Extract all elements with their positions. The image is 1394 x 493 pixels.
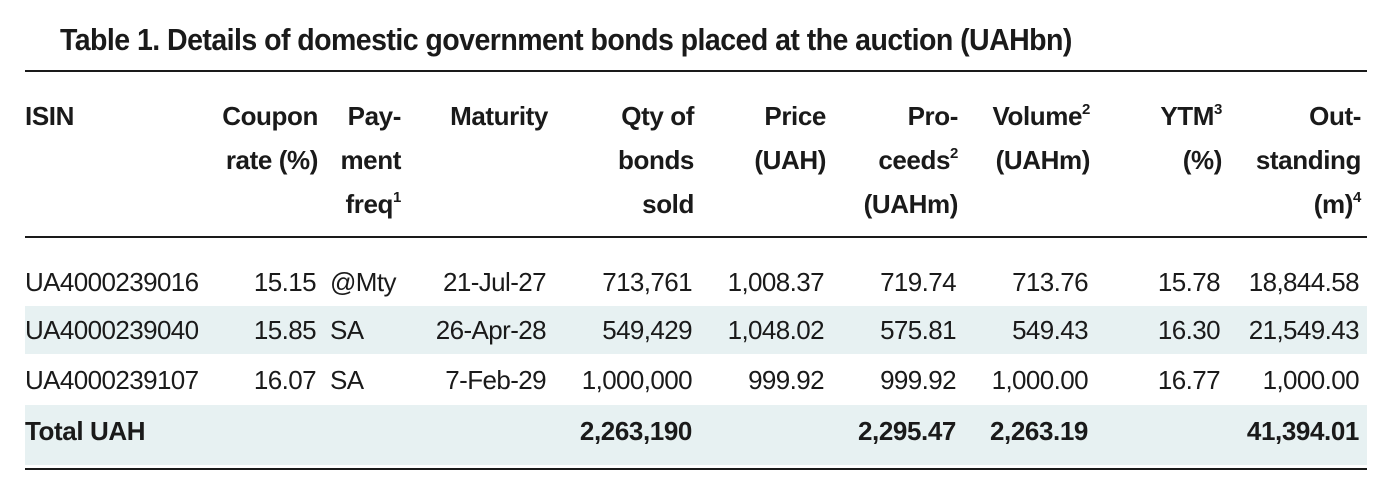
top-rule: [25, 70, 1367, 72]
footnote-marker-2b: 2: [1082, 101, 1090, 118]
header-outstanding: Out- standing (m)4: [1255, 94, 1362, 226]
footnote-marker-3: 3: [1214, 101, 1222, 118]
cell-ytm: 16.77: [1157, 365, 1221, 395]
table-row: UA4000239107 16.07 SA 7-Feb-29 1,000,000…: [25, 356, 1367, 404]
cell-coupon: 15.85: [253, 315, 317, 345]
header-ytm: YTM3 (%): [1160, 94, 1222, 182]
cell-volume: 549.43: [1012, 315, 1089, 345]
header-ytm-label: YTM: [1160, 101, 1215, 131]
header-proceeds-label: Pro- ceeds: [878, 101, 958, 175]
cell-maturity: 26-Apr-28: [435, 315, 547, 345]
cell-outstanding: 21,549.43: [1248, 315, 1360, 345]
header-payment-freq-label: Pay- ment freq: [340, 101, 401, 219]
header-rule: [25, 236, 1367, 238]
cell-price: 1,008.37: [727, 267, 825, 297]
cell-payment-freq: @Mty: [330, 267, 396, 297]
header-volume: Volume2 (UAHm): [992, 94, 1090, 182]
header-isin: ISIN: [25, 101, 74, 131]
cell-volume: 1,000.00: [991, 365, 1089, 395]
total-label: Total UAH: [25, 416, 146, 446]
cell-proceeds: 575.81: [880, 315, 957, 345]
header-coupon: Coupon rate (%): [222, 101, 318, 175]
cell-coupon: 16.07: [253, 365, 317, 395]
cell-maturity: 7-Feb-29: [445, 365, 546, 395]
table-row: UA4000239016 15.15 @Mty 21-Jul-27 713,76…: [25, 258, 1367, 306]
cell-outstanding: 1,000.00: [1262, 365, 1360, 395]
cell-maturity: 21-Jul-27: [443, 267, 547, 297]
cell-qty-sold: 713,761: [602, 267, 692, 297]
header-ytm-unit: (%): [1182, 145, 1223, 175]
cell-outstanding: 18,844.58: [1248, 267, 1360, 297]
cell-coupon: 15.15: [253, 267, 317, 297]
cell-isin: UA4000239016: [25, 267, 199, 297]
cell-isin: UA4000239040: [25, 315, 199, 345]
bottom-rule: [25, 468, 1367, 470]
header-volume-label: Volume: [992, 101, 1083, 131]
header-maturity: Maturity: [450, 101, 548, 131]
header-price: Price (UAH): [754, 101, 826, 175]
cell-qty-sold: 549,429: [602, 315, 692, 345]
header-outstanding-label: Out- standing (m): [1255, 101, 1362, 219]
cell-volume: 713.76: [1012, 267, 1089, 297]
footnote-marker-1: 1: [393, 189, 401, 206]
cell-proceeds: 999.92: [880, 365, 957, 395]
cell-isin: UA4000239107: [25, 365, 199, 395]
total-row: Total UAH 2,263,190 2,295.47 2,263.19 41…: [25, 405, 1367, 465]
footnote-marker-4: 4: [1353, 189, 1361, 206]
cell-price: 1,048.02: [727, 315, 825, 345]
total-volume: 2,263.19: [989, 416, 1088, 446]
header-payment-freq: Pay- ment freq1: [340, 94, 401, 226]
footnote-marker-2a: 2: [950, 145, 958, 162]
cell-price: 999.92: [748, 365, 825, 395]
header-qty-sold: Qty of bonds sold: [618, 101, 694, 219]
table-row: UA4000239040 15.85 SA 26-Apr-28 549,429 …: [25, 306, 1367, 354]
cell-payment-freq: SA: [330, 315, 364, 345]
header-proceeds: Pro- ceeds2 (UAHm): [863, 94, 959, 226]
cell-ytm: 15.78: [1157, 267, 1221, 297]
cell-proceeds: 719.74: [880, 267, 957, 297]
total-proceeds: 2,295.47: [857, 416, 956, 446]
cell-ytm: 16.30: [1157, 315, 1221, 345]
cell-qty-sold: 1,000,000: [581, 365, 693, 395]
total-outstanding: 41,394.01: [1246, 416, 1359, 446]
header-proceeds-unit: (UAHm): [863, 189, 959, 219]
cell-payment-freq: SA: [330, 365, 364, 395]
table-title: Table 1. Details of domestic government …: [60, 22, 1072, 57]
total-qty-sold: 2,263,190: [579, 416, 692, 446]
header-volume-unit: (UAHm): [995, 145, 1091, 175]
